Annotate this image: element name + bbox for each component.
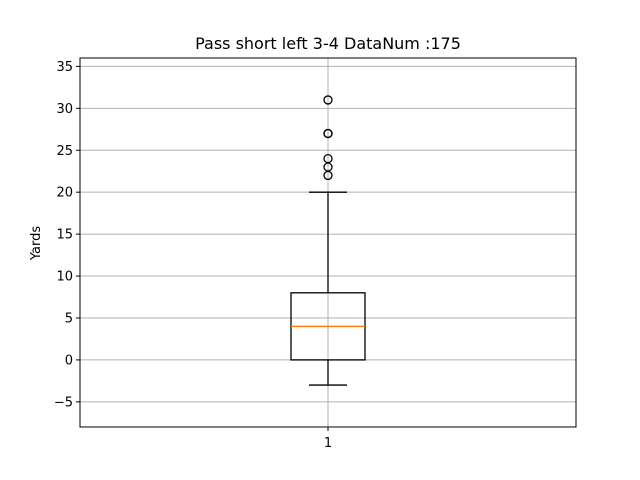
- y-tick-label: 30: [56, 102, 73, 117]
- y-tick-label: −5: [54, 395, 73, 410]
- y-tick-label: 5: [65, 311, 73, 326]
- y-tick-label: 25: [56, 144, 73, 159]
- y-tick-label: 20: [56, 186, 73, 201]
- marks-layer: [290, 95, 366, 386]
- y-tick-label: 35: [56, 60, 73, 75]
- y-axis-label: Yards: [29, 226, 44, 261]
- x-tick-label: 1: [324, 436, 332, 451]
- chart-title: Pass short left 3-4 DataNum :175: [195, 34, 461, 53]
- outlier-point: [323, 95, 333, 105]
- outlier-point: [323, 128, 333, 139]
- outlier-point: [323, 153, 333, 164]
- y-tick-label: 15: [56, 228, 73, 243]
- axes-layer: −5 0 5 10 15 20 25 30 35 1: [54, 57, 577, 451]
- y-tick-label: 10: [56, 270, 73, 285]
- y-tick-label: 0: [65, 353, 73, 368]
